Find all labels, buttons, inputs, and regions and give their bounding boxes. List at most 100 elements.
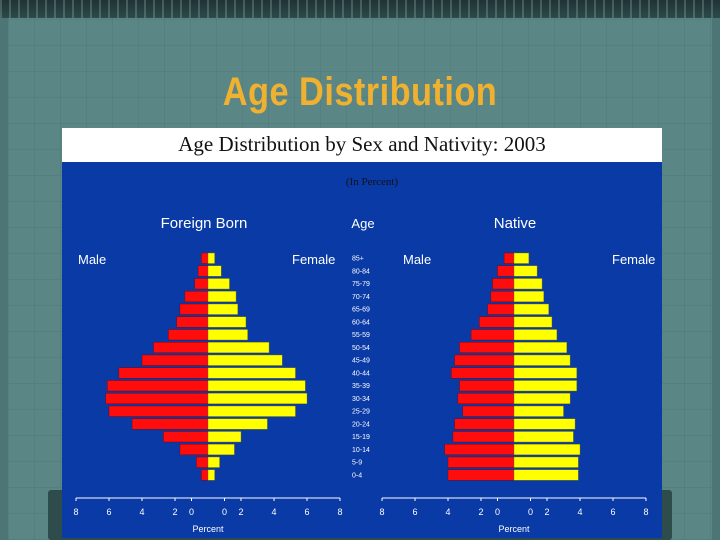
foreign-born-female-bar <box>207 393 308 404</box>
foreign-born-x-tick-label: 2 <box>238 507 243 517</box>
foreign-born-x-tick-label: 0 <box>222 507 227 517</box>
age-tick-label: 85+ <box>352 256 364 263</box>
foreign-born-female-bar <box>207 431 242 443</box>
foreign-born-male-bar <box>153 342 209 353</box>
native-x-tick-label: 2 <box>478 507 483 517</box>
native-xlabel: Percent <box>498 524 530 534</box>
foreign-born-male-bar <box>141 354 209 366</box>
foreign-born-female-bar <box>207 380 306 392</box>
age-tick-label: 20-24 <box>352 421 370 428</box>
native-female-bar <box>513 456 579 468</box>
native-x-tick-label: 2 <box>544 507 549 517</box>
plot-area: 85+80-8475-7970-7465-6960-6455-5950-5445… <box>73 252 649 517</box>
foreign-born-male-bar <box>118 367 209 379</box>
age-tick-label: 10-14 <box>352 447 370 454</box>
age-tick-label: 25-29 <box>352 409 370 416</box>
foreign-born-male-bar <box>179 303 209 315</box>
native-female-bar <box>513 278 543 290</box>
foreign-born-female-bar <box>207 456 220 468</box>
age-tick-label: 35-39 <box>352 383 370 390</box>
native-female-bar <box>513 418 576 430</box>
foreign-born-male-bar <box>105 393 209 404</box>
native-female-bar <box>513 316 553 328</box>
native-male-bar <box>454 418 515 430</box>
native-female-bar <box>513 444 581 455</box>
native-female-label: Female <box>612 252 655 267</box>
native-x-tick-label: 0 <box>528 507 533 517</box>
foreign-born-male-bar <box>201 469 209 481</box>
native-male-bar <box>447 456 515 468</box>
foreign-born-male-bar <box>108 405 209 417</box>
foreign-born-female-bar <box>207 278 230 290</box>
foreign-born-x-tick-label: 4 <box>139 507 144 517</box>
native-female-bar <box>513 367 577 379</box>
native-x-tick-label: 6 <box>412 507 417 517</box>
native-female-bar <box>513 405 564 417</box>
native-male-bar <box>454 354 515 366</box>
foreign-born-x-tick-label: 6 <box>106 507 111 517</box>
native-x-tick-label: 6 <box>610 507 615 517</box>
foreign-born-male-bar <box>201 252 209 264</box>
native-male-bar <box>451 367 515 379</box>
foreign-born-male-bar <box>197 265 209 277</box>
foreign-born-female-bar <box>207 252 215 264</box>
foreign-born-female-bar <box>207 469 215 481</box>
native-male-bar <box>457 393 515 404</box>
native-x-tick-label: 8 <box>379 507 384 517</box>
chart-title: Age Distribution by Sex and Nativity: 20… <box>178 132 545 156</box>
population-pyramid-chart: Age Distribution by Sex and Nativity: 20… <box>62 128 662 538</box>
native-male-bar <box>470 329 515 341</box>
foreign-born-x-tick-label: 8 <box>73 507 78 517</box>
native-x-tick-label: 8 <box>643 507 648 517</box>
age-tick-label: 15-19 <box>352 434 370 441</box>
native-female-bar <box>513 393 571 404</box>
native-male-bar <box>452 431 515 443</box>
foreign-xlabel: Percent <box>192 524 224 534</box>
foreign-born-male-bar <box>131 418 209 430</box>
native-female-bar <box>513 354 571 366</box>
native-female-bar <box>513 431 574 443</box>
chart-subtitle: (In Percent) <box>346 176 399 188</box>
age-tick-label: 5-9 <box>352 460 362 467</box>
native-male-bar <box>462 405 515 417</box>
native-male-bar <box>497 265 515 277</box>
foreign-born-female-bar <box>207 342 270 353</box>
foreign-born-female-bar <box>207 354 283 366</box>
native-female-bar <box>513 252 530 264</box>
native-male-bar <box>444 444 515 455</box>
native-x-tick-label: 4 <box>577 507 582 517</box>
foreign-born-male-bar <box>179 444 209 455</box>
age-tick-label: 80-84 <box>352 268 370 275</box>
age-tick-label: 55-59 <box>352 332 370 339</box>
circuit-board-band <box>0 0 720 18</box>
panel-title-foreign-born: Foreign Born <box>161 215 248 232</box>
native-male-bar <box>447 469 515 481</box>
foreign-born-x-tick-label: 0 <box>189 507 194 517</box>
native-male-bar <box>487 303 515 315</box>
age-tick-label: 65-69 <box>352 307 370 314</box>
age-tick-label: 30-34 <box>352 396 370 403</box>
age-tick-label: 50-54 <box>352 345 370 352</box>
chart-title-bar <box>62 128 662 162</box>
foreign-born-female-bar <box>207 329 248 341</box>
native-female-bar <box>513 329 558 341</box>
age-tick-label: 40-44 <box>352 370 370 377</box>
foreign-born-x-tick-label: 2 <box>172 507 177 517</box>
age-tick-label: 70-74 <box>352 294 370 301</box>
foreign-born-female-bar <box>207 303 238 315</box>
foreign-female-label: Female <box>292 252 335 267</box>
native-female-bar <box>513 265 538 277</box>
native-male-bar <box>503 252 515 264</box>
native-female-bar <box>513 291 544 302</box>
age-tick-label: 45-49 <box>352 358 370 365</box>
foreign-born-male-bar <box>168 329 209 341</box>
foreign-born-female-bar <box>207 444 235 455</box>
native-female-bar <box>513 469 579 481</box>
native-x-tick-label: 0 <box>495 507 500 517</box>
native-male-bar <box>479 316 515 328</box>
foreign-born-x-tick-label: 4 <box>271 507 276 517</box>
foreign-born-female-bar <box>207 405 296 417</box>
slide-title: Age Distribution <box>222 70 498 114</box>
age-tick-label: 60-64 <box>352 319 370 326</box>
native-female-bar <box>513 303 549 315</box>
